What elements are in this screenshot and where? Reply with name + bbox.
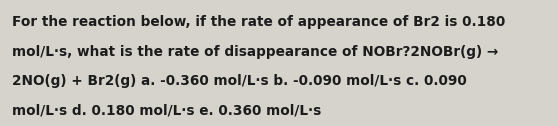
Text: 2NO(g) + Br2(g) a. -0.360 mol/L·s b. -0.090 mol/L·s c. 0.090: 2NO(g) + Br2(g) a. -0.360 mol/L·s b. -0.… <box>12 74 467 88</box>
Text: For the reaction below, if the rate of appearance of Br2 is 0.180: For the reaction below, if the rate of a… <box>12 15 506 29</box>
Text: mol/L·s d. 0.180 mol/L·s e. 0.360 mol/L·s: mol/L·s d. 0.180 mol/L·s e. 0.360 mol/L·… <box>12 104 321 118</box>
Text: mol/L·s, what is the rate of disappearance of NOBr?2NOBr(g) →: mol/L·s, what is the rate of disappearan… <box>12 45 498 59</box>
